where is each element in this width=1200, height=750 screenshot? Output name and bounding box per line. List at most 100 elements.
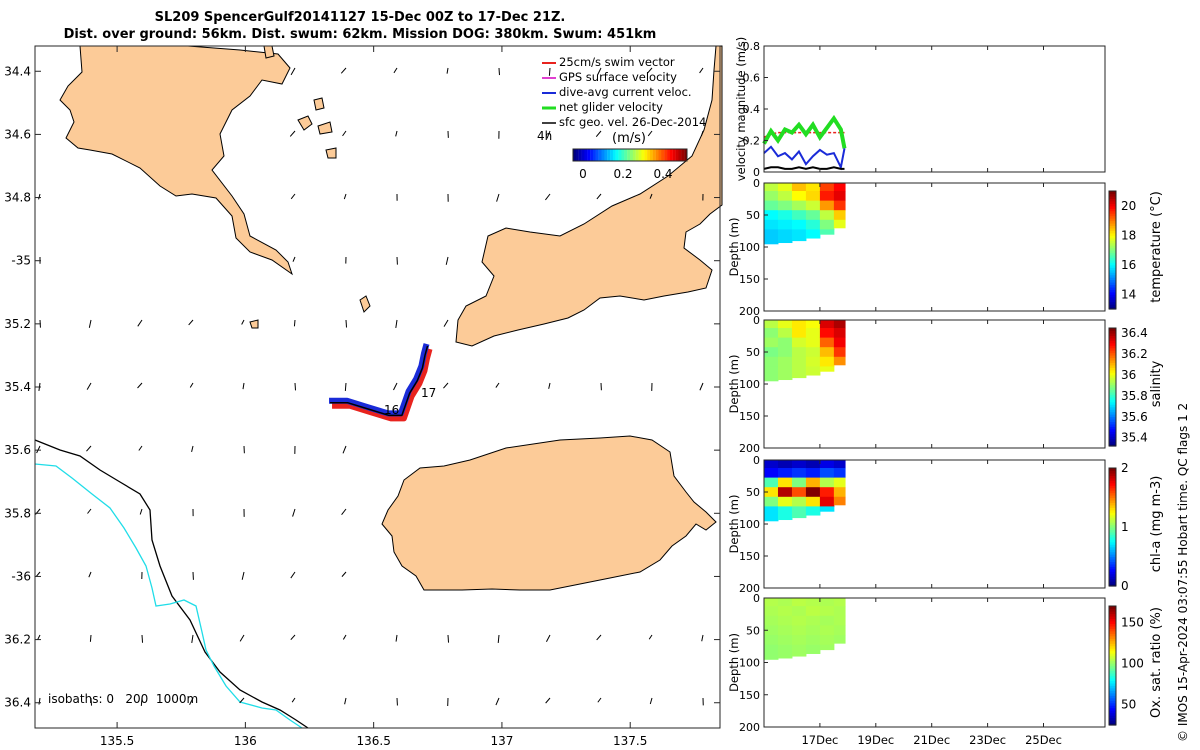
section-cell	[805, 625, 821, 636]
colorbar-swatch	[1109, 468, 1116, 472]
colorbar-swatch	[1109, 692, 1116, 696]
legend-gps-velocity: GPS surface velocity	[559, 70, 677, 84]
section-cell	[791, 468, 807, 479]
section-cell	[777, 460, 793, 469]
map-y-tick-label: 35.2	[4, 317, 31, 331]
colorbar-swatch	[1109, 414, 1116, 418]
section-cell	[777, 625, 793, 636]
colorbar-swatch	[1109, 374, 1116, 378]
colorbar-swatch	[1109, 431, 1116, 435]
surface-velocity-vector	[341, 508, 347, 516]
surface-velocity-vector	[646, 67, 653, 74]
section-cell	[764, 506, 779, 522]
section-cell	[833, 606, 846, 617]
section-cell	[805, 468, 821, 479]
colorbar-swatch	[1109, 700, 1116, 704]
section-cell	[791, 191, 807, 202]
section-cell	[764, 625, 779, 636]
colorbar-swatch	[584, 149, 588, 161]
surface-velocity-vector	[88, 319, 92, 328]
surface-velocity-vector	[293, 319, 296, 327]
colorbar-swatch	[1109, 411, 1116, 415]
colorbar-swatch	[1109, 328, 1116, 332]
depth-tick-label: 0	[753, 454, 760, 467]
map-y-tick-label: -36	[11, 569, 31, 583]
colorbar-swatch	[1109, 418, 1116, 423]
colorbar-swatch	[1109, 438, 1116, 442]
kangaroo-island-land	[381, 435, 717, 591]
surface-velocity-vector	[139, 508, 143, 515]
chla-section-ylabel: Depth (m)	[727, 495, 741, 554]
colorbar-swatch	[1109, 205, 1116, 209]
colorbar-swatch	[1109, 566, 1116, 570]
surface-velocity-vector	[649, 193, 653, 199]
colorbar-swatch	[681, 149, 685, 161]
section-cell	[819, 487, 835, 498]
colorbar-swatch	[1109, 421, 1116, 425]
section-cell	[819, 347, 835, 358]
surface-velocity-vector	[647, 130, 653, 137]
velocity-y-tick-label: 0	[753, 166, 760, 179]
surface-velocity-vector	[188, 319, 194, 326]
colorbar-swatch	[1109, 568, 1116, 572]
section-cell	[777, 337, 793, 348]
section-cell	[805, 328, 821, 339]
colorbar-tick-label: 18	[1121, 228, 1136, 242]
colorbar-swatch	[1109, 512, 1116, 516]
colorbar-swatch	[667, 149, 671, 161]
surface-velocity-vector	[699, 67, 704, 74]
time-tick-label: 17Dec	[801, 733, 838, 747]
colorbar-tick-label: 150	[1121, 615, 1144, 629]
surface-velocity-vector	[344, 382, 347, 391]
section-cell	[777, 635, 793, 646]
colorbar-swatch	[1109, 576, 1116, 580]
legend-net-velocity: net glider velocity	[559, 100, 663, 114]
colorbar-swatch	[1109, 475, 1116, 479]
section-cell	[833, 356, 846, 366]
section-cell	[819, 477, 835, 488]
colorbar-swatch	[1109, 558, 1116, 563]
velocity-ylabel: velocity magnitude (m/s)	[734, 37, 748, 182]
section-cell	[764, 460, 779, 469]
colorbar-swatch	[601, 149, 605, 161]
section-cell	[764, 496, 779, 507]
colorbar-swatch	[1109, 561, 1116, 565]
colorbar-swatch	[575, 149, 579, 161]
surface-velocity-vector	[497, 634, 500, 644]
colorbar-swatch	[1109, 472, 1116, 476]
surface-velocity-vector	[597, 697, 602, 703]
section-cell	[777, 468, 793, 479]
colorbar-swatch	[1109, 655, 1116, 659]
colorbar-swatch	[1109, 208, 1116, 212]
colorbar-swatch	[638, 149, 642, 161]
colorbar-swatch	[1109, 608, 1116, 612]
day-label-16: 16	[384, 403, 399, 417]
section-cell	[805, 191, 821, 202]
section-cell	[833, 460, 846, 469]
colorbar-swatch	[1109, 541, 1116, 545]
surface-velocity-vector	[344, 697, 347, 705]
colorbar-swatch	[1109, 665, 1116, 669]
section-cell	[819, 598, 835, 607]
colorbar-swatch	[1109, 482, 1116, 486]
colorbar-swatch	[1109, 396, 1116, 400]
colorbar-swatch	[1109, 522, 1116, 526]
surface-velocity-vector	[290, 193, 296, 200]
colorbar-swatch	[1109, 277, 1116, 281]
colorbar-swatch	[1109, 423, 1116, 427]
map-y-tick-label: 35.4	[4, 380, 31, 394]
colorbar-swatch	[1109, 514, 1116, 518]
surface-velocity-vector	[140, 697, 143, 707]
colorbar-swatch	[573, 149, 576, 161]
colorbar-tick-label: 35.6	[1121, 410, 1148, 424]
section-cell	[777, 477, 793, 488]
surface-velocity-vector	[445, 256, 449, 265]
section-cell	[777, 183, 793, 192]
colorbar-swatch	[1109, 382, 1116, 386]
section-cell	[805, 460, 821, 469]
section-cell	[819, 468, 835, 479]
section-cell	[764, 487, 779, 498]
section-cell	[764, 191, 779, 202]
colorbar-tick-label: 36.2	[1121, 347, 1148, 361]
